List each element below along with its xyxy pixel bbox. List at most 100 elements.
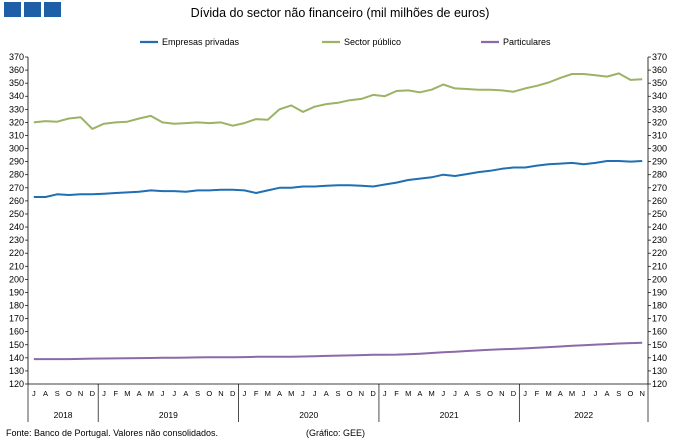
y-tick-label-right: 200 [652,274,667,284]
y-tick-label-left: 350 [9,78,24,88]
y-tick-label-left: 320 [9,117,24,127]
x-month-label: A [558,389,563,398]
x-month-label: J [243,389,247,398]
x-month-label: M [428,389,434,398]
y-tick-label-left: 270 [9,183,24,193]
x-month-label: M [265,389,271,398]
y-tick-label-right: 230 [652,235,667,245]
y-tick-label-left: 300 [9,144,24,154]
x-month-label: D [370,389,376,398]
x-month-label: A [137,389,142,398]
x-month-label: N [359,389,364,398]
y-tick-label-left: 200 [9,274,24,284]
y-tick-label-right: 180 [652,301,667,311]
x-month-label: J [172,389,176,398]
x-month-label: A [183,389,188,398]
x-month-label: A [43,389,48,398]
x-month-label: A [417,389,422,398]
y-tick-label-right: 120 [652,379,667,389]
x-month-label: J [32,389,36,398]
y-tick-label-right: 320 [652,117,667,127]
x-month-label: S [335,389,340,398]
x-month-label: O [487,389,493,398]
logo-block-1 [4,2,21,17]
x-month-label: D [511,389,517,398]
x-year-label: 2020 [299,410,318,420]
y-tick-label-left: 310 [9,130,24,140]
y-tick-label-right: 270 [652,183,667,193]
y-tick-label-right: 150 [652,340,667,350]
x-month-label: O [206,389,212,398]
x-month-label: M [148,389,154,398]
y-tick-label-left: 120 [9,379,24,389]
y-tick-label-left: 280 [9,170,24,180]
y-tick-label-right: 300 [652,144,667,154]
series-lines [33,72,643,361]
x-month-label: F [254,389,259,398]
y-tick-label-right: 190 [652,287,667,297]
legend-label-sector-p-blico: Sector público [344,37,401,47]
chart-axes [27,57,649,385]
x-month-label: N [218,389,223,398]
series-line-sector-p-blico [33,72,643,130]
y-tick-label-right: 370 [652,52,667,62]
y-tick-label-right: 350 [652,78,667,88]
x-month-label: D [230,389,236,398]
y-tick-label-right: 330 [652,104,667,114]
y-tick-label-right: 160 [652,327,667,337]
y-tick-label-left: 360 [9,65,24,75]
y-tick-label-left: 240 [9,222,24,232]
x-month-label: F [113,389,118,398]
y-tick-label-right: 310 [652,130,667,140]
x-month-label: N [78,389,83,398]
x-month-label: M [124,389,130,398]
y-tick-label-right: 260 [652,196,667,206]
x-month-label: O [628,389,634,398]
x-month-label: A [324,389,329,398]
y-tick-label-left: 160 [9,327,24,337]
y-tick-label-right: 220 [652,248,667,258]
logo-block-2 [24,2,41,17]
x-month-label: J [383,389,387,398]
y-tick-label-left: 260 [9,196,24,206]
series-line-empresas-privadas [33,160,643,198]
y-tick-label-right: 240 [652,222,667,232]
x-month-label: J [102,389,106,398]
x-month-label: O [66,389,72,398]
y-tick-label-right: 340 [652,91,667,101]
x-month-label: J [301,389,305,398]
x-month-label: J [593,389,597,398]
legend: Empresas privadas Sector público Particula… [140,37,551,47]
y-tick-label-left: 180 [9,301,24,311]
y-tick-label-right: 250 [652,209,667,219]
y-tick-label-left: 230 [9,235,24,245]
x-year-label: 2019 [159,410,178,420]
x-month-label: J [161,389,165,398]
y-tick-label-left: 250 [9,209,24,219]
x-month-label: A [464,389,469,398]
x-month-label: M [545,389,551,398]
logo-block-3 [44,2,61,17]
footer-source: Fonte: Banco de Portugal. Valores não co… [6,428,218,438]
y-tick-label-left: 340 [9,91,24,101]
chart-title: Dívida do sector não financeiro (mil mil… [190,6,490,20]
y-tick-label-left: 150 [9,340,24,350]
y-tick-label-right: 140 [652,353,667,363]
x-month-label: J [453,389,457,398]
x-month-label: S [476,389,481,398]
legend-label-particulares: Particulares [503,37,551,47]
legend-label-empresas-privadas: Empresas privadas [162,37,240,47]
footer-credit: (Gráfico: GEE) [306,428,366,438]
y-axis-right-ticks: 120 130 140 150 160 170 180 190 200 210 220 230 240 2… [648,52,667,389]
x-month-label: A [277,389,282,398]
y-tick-label-left: 220 [9,248,24,258]
y-tick-label-right: 170 [652,314,667,324]
x-month-label: N [639,389,644,398]
y-tick-label-right: 130 [652,366,667,376]
x-month-label: D [90,389,96,398]
y-tick-label-left: 170 [9,314,24,324]
y-tick-label-right: 290 [652,157,667,167]
y-tick-label-right: 360 [652,65,667,75]
x-month-label: S [195,389,200,398]
